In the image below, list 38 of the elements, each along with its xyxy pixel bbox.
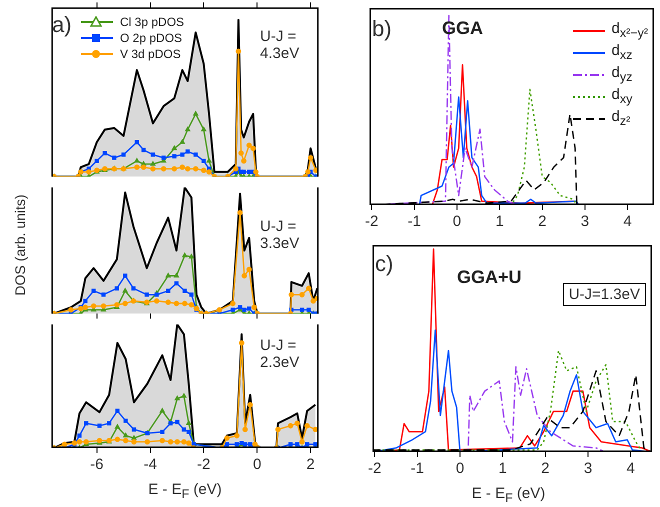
legend-label: V 3d pDOS — [120, 46, 181, 62]
x-axis-title: E - E$_{F}$ (eV) — [470, 485, 546, 505]
x-tick-label: 1 — [498, 460, 507, 478]
annotation: U-J = 3.3eV — [260, 218, 300, 252]
x-tick-label: 4 — [623, 213, 632, 230]
legend-label: d$_{xy}$ — [612, 86, 632, 106]
x-tick-label: -1 — [410, 460, 424, 478]
legend-label: d$_{xz}$ — [612, 42, 632, 62]
x-tick-label: 2 — [541, 460, 550, 478]
x-tick-label: -4 — [144, 456, 157, 474]
x-tick-label: 1 — [495, 213, 504, 230]
legend-label: d$_{yz}$ — [612, 64, 632, 84]
x-tick-label: 2 — [538, 213, 546, 230]
x-tick-label: -1 — [408, 213, 421, 230]
y-axis-title: DOS (arb. units) — [12, 194, 28, 296]
x-tick-label: -2 — [368, 460, 382, 478]
x-axis-title: E - E$_{F}$ (eV) — [147, 481, 223, 501]
x-tick-label: 3 — [584, 460, 592, 478]
annotation: U-J=1.3eV — [562, 283, 646, 306]
x-tick-label: 2 — [306, 456, 315, 474]
x-tick-label: 4 — [626, 460, 635, 478]
legend-label: O 2p pDOS — [120, 30, 182, 46]
x-tick-label: 0 — [452, 213, 462, 230]
annotation: U-J = 4.3eV — [260, 28, 300, 62]
legend-label: d$_{z²}$ — [612, 107, 630, 130]
text: GGA+U — [457, 267, 522, 288]
legend-label: d$_{x²−y²}$ — [612, 20, 648, 40]
annotation: c) — [375, 251, 394, 276]
annotation: a) — [52, 12, 72, 38]
x-tick-label: 0 — [456, 460, 464, 478]
chart-title: GGA — [442, 18, 484, 39]
annotation: b) — [372, 16, 392, 42]
x-tick-label: -2 — [197, 456, 210, 474]
x-tick-label: 0 — [252, 456, 262, 474]
legend-label: Cl 3p pDOS — [120, 14, 184, 30]
x-tick-label: -2 — [364, 213, 378, 230]
x-tick-label: 3 — [580, 213, 590, 230]
x-tick-label: -6 — [90, 456, 104, 474]
